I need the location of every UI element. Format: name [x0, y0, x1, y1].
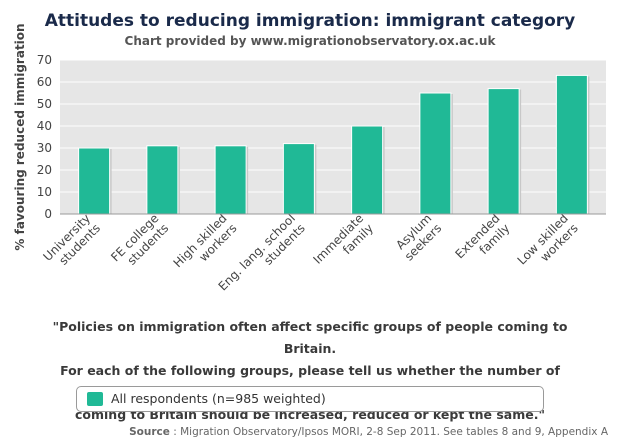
y-axis-title: % favouring reduced immigration — [13, 23, 27, 250]
bar — [214, 145, 247, 215]
source-note: Source : Migration Observatory/Ipsos MOR… — [129, 426, 608, 438]
source-text: : Migration Observatory/Ipsos MORI, 2-8 … — [169, 426, 608, 438]
bar — [351, 125, 384, 215]
bar — [282, 143, 315, 215]
bar — [487, 88, 520, 215]
chart-title: Attitudes to reducing immigration: immig… — [45, 11, 576, 31]
plot-area — [60, 60, 606, 214]
y-axis-ticks: 0 10 20 30 40 50 60 70 — [37, 53, 52, 221]
chart-subtitle: Chart provided by www.migrationobservato… — [125, 34, 497, 48]
bars — [78, 74, 590, 215]
legend-swatch — [87, 392, 103, 406]
y-tick-label: 20 — [37, 163, 52, 177]
question-line-1: "Policies on immigration often affect sp… — [52, 319, 568, 356]
bar — [555, 74, 588, 215]
y-tick-label: 0 — [44, 207, 52, 221]
y-tick-label: 60 — [37, 75, 52, 89]
legend: All respondents (n=985 weighted) — [76, 386, 544, 412]
y-tick-label: 40 — [37, 119, 52, 133]
y-tick-label: 50 — [37, 97, 52, 111]
y-tick-label: 30 — [37, 141, 52, 155]
y-tick-label: 10 — [37, 185, 52, 199]
bar — [78, 147, 111, 215]
legend-label: All respondents (n=985 weighted) — [111, 391, 326, 406]
bar — [146, 145, 179, 215]
bar — [419, 92, 452, 215]
source-label: Source — [129, 426, 170, 438]
y-tick-label: 70 — [37, 53, 52, 67]
